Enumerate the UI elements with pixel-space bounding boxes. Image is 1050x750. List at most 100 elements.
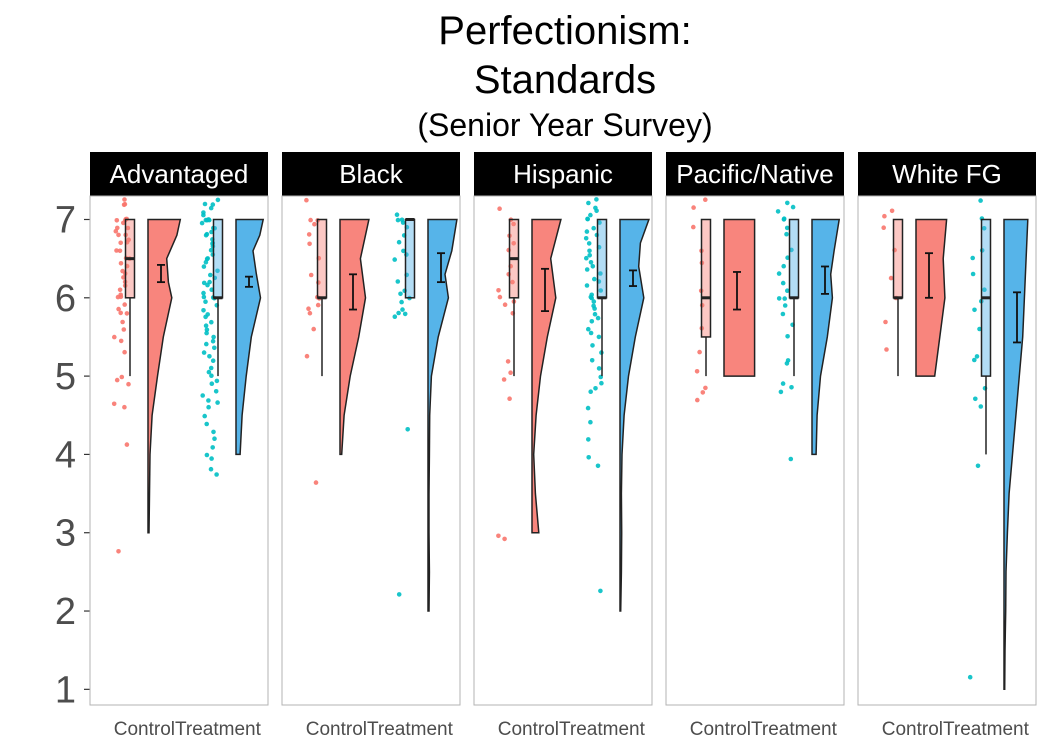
violin-half <box>235 218 265 456</box>
data-point <box>116 549 121 554</box>
data-point <box>882 213 887 219</box>
data-point <box>204 341 209 347</box>
data-point <box>201 212 206 218</box>
data-point <box>591 299 597 304</box>
data-point <box>209 319 214 325</box>
data-point <box>202 201 208 207</box>
box <box>892 218 904 299</box>
x-tick-label: Treatment <box>175 719 262 740</box>
box <box>596 218 608 299</box>
data-point <box>884 347 889 352</box>
data-point <box>118 310 123 316</box>
data-point <box>396 239 402 245</box>
data-point <box>585 405 591 411</box>
y-tick-label: 4 <box>55 434 76 476</box>
data-point <box>304 197 309 203</box>
data-point <box>121 275 126 280</box>
data-point <box>587 253 592 258</box>
facet-strip <box>666 152 844 196</box>
data-point <box>977 326 982 332</box>
data-point <box>587 248 592 254</box>
data-point <box>201 350 207 355</box>
data-point <box>313 480 319 485</box>
data-point <box>124 311 130 316</box>
facet-panel: Hispanic Control Treatment <box>473 152 653 740</box>
data-point <box>588 212 593 218</box>
data-point <box>970 255 975 261</box>
control-group <box>304 197 370 485</box>
data-point <box>211 429 216 435</box>
data-point <box>586 455 591 460</box>
box <box>212 218 224 299</box>
data-point <box>401 248 406 254</box>
data-point <box>594 197 599 202</box>
data-point <box>595 315 601 321</box>
data-point <box>700 390 706 395</box>
data-point <box>402 311 408 317</box>
data-point <box>776 271 782 276</box>
data-point <box>599 380 604 386</box>
data-point <box>199 220 205 226</box>
data-point <box>400 307 405 312</box>
data-point <box>394 212 400 217</box>
data-point <box>697 349 702 355</box>
x-tick-label: Treatment <box>559 719 646 740</box>
data-point <box>205 282 210 288</box>
data-point <box>200 393 205 398</box>
data-point <box>586 326 591 332</box>
data-point <box>789 385 794 390</box>
data-point <box>306 232 312 237</box>
data-point <box>311 326 317 332</box>
data-point <box>206 404 211 410</box>
data-point <box>691 205 696 210</box>
data-point <box>121 327 127 332</box>
facet-strip <box>282 152 460 196</box>
violin-half <box>811 218 841 456</box>
data-point <box>785 200 790 206</box>
data-point <box>122 349 127 355</box>
data-point <box>507 396 512 402</box>
data-point <box>511 241 516 246</box>
control-group <box>496 206 562 542</box>
data-point <box>510 279 515 285</box>
data-point <box>315 302 321 308</box>
control-group <box>881 208 948 377</box>
data-point <box>593 386 598 391</box>
data-point <box>215 268 220 274</box>
data-point <box>496 533 501 539</box>
facet-panel: Black Control Treatment <box>281 152 461 740</box>
data-point <box>703 385 708 391</box>
treatment-group <box>967 198 1029 691</box>
data-point <box>781 263 786 269</box>
data-point <box>208 205 214 211</box>
data-point <box>508 370 513 376</box>
data-point <box>118 240 123 246</box>
data-point <box>596 334 602 340</box>
data-point <box>207 354 212 359</box>
data-point <box>209 229 214 235</box>
data-point <box>118 261 124 266</box>
data-point <box>784 361 790 366</box>
data-point <box>784 231 789 237</box>
data-point <box>206 217 211 222</box>
panel-border <box>857 195 1037 706</box>
data-point <box>978 198 983 203</box>
data-point <box>203 259 209 265</box>
data-point <box>888 275 894 281</box>
x-tick-label: Control <box>114 719 175 740</box>
data-point <box>584 283 590 288</box>
data-point <box>592 306 597 311</box>
data-point <box>121 220 126 226</box>
data-point <box>695 397 700 403</box>
data-point <box>203 314 208 320</box>
data-point <box>204 327 210 333</box>
facet-strip <box>474 152 652 196</box>
data-point <box>122 201 128 207</box>
data-point <box>210 202 216 207</box>
x-tick-label: Treatment <box>751 719 838 740</box>
data-point <box>590 264 596 269</box>
y-tick-label: 6 <box>55 278 76 320</box>
data-point <box>209 381 215 387</box>
violin-half <box>147 218 182 534</box>
